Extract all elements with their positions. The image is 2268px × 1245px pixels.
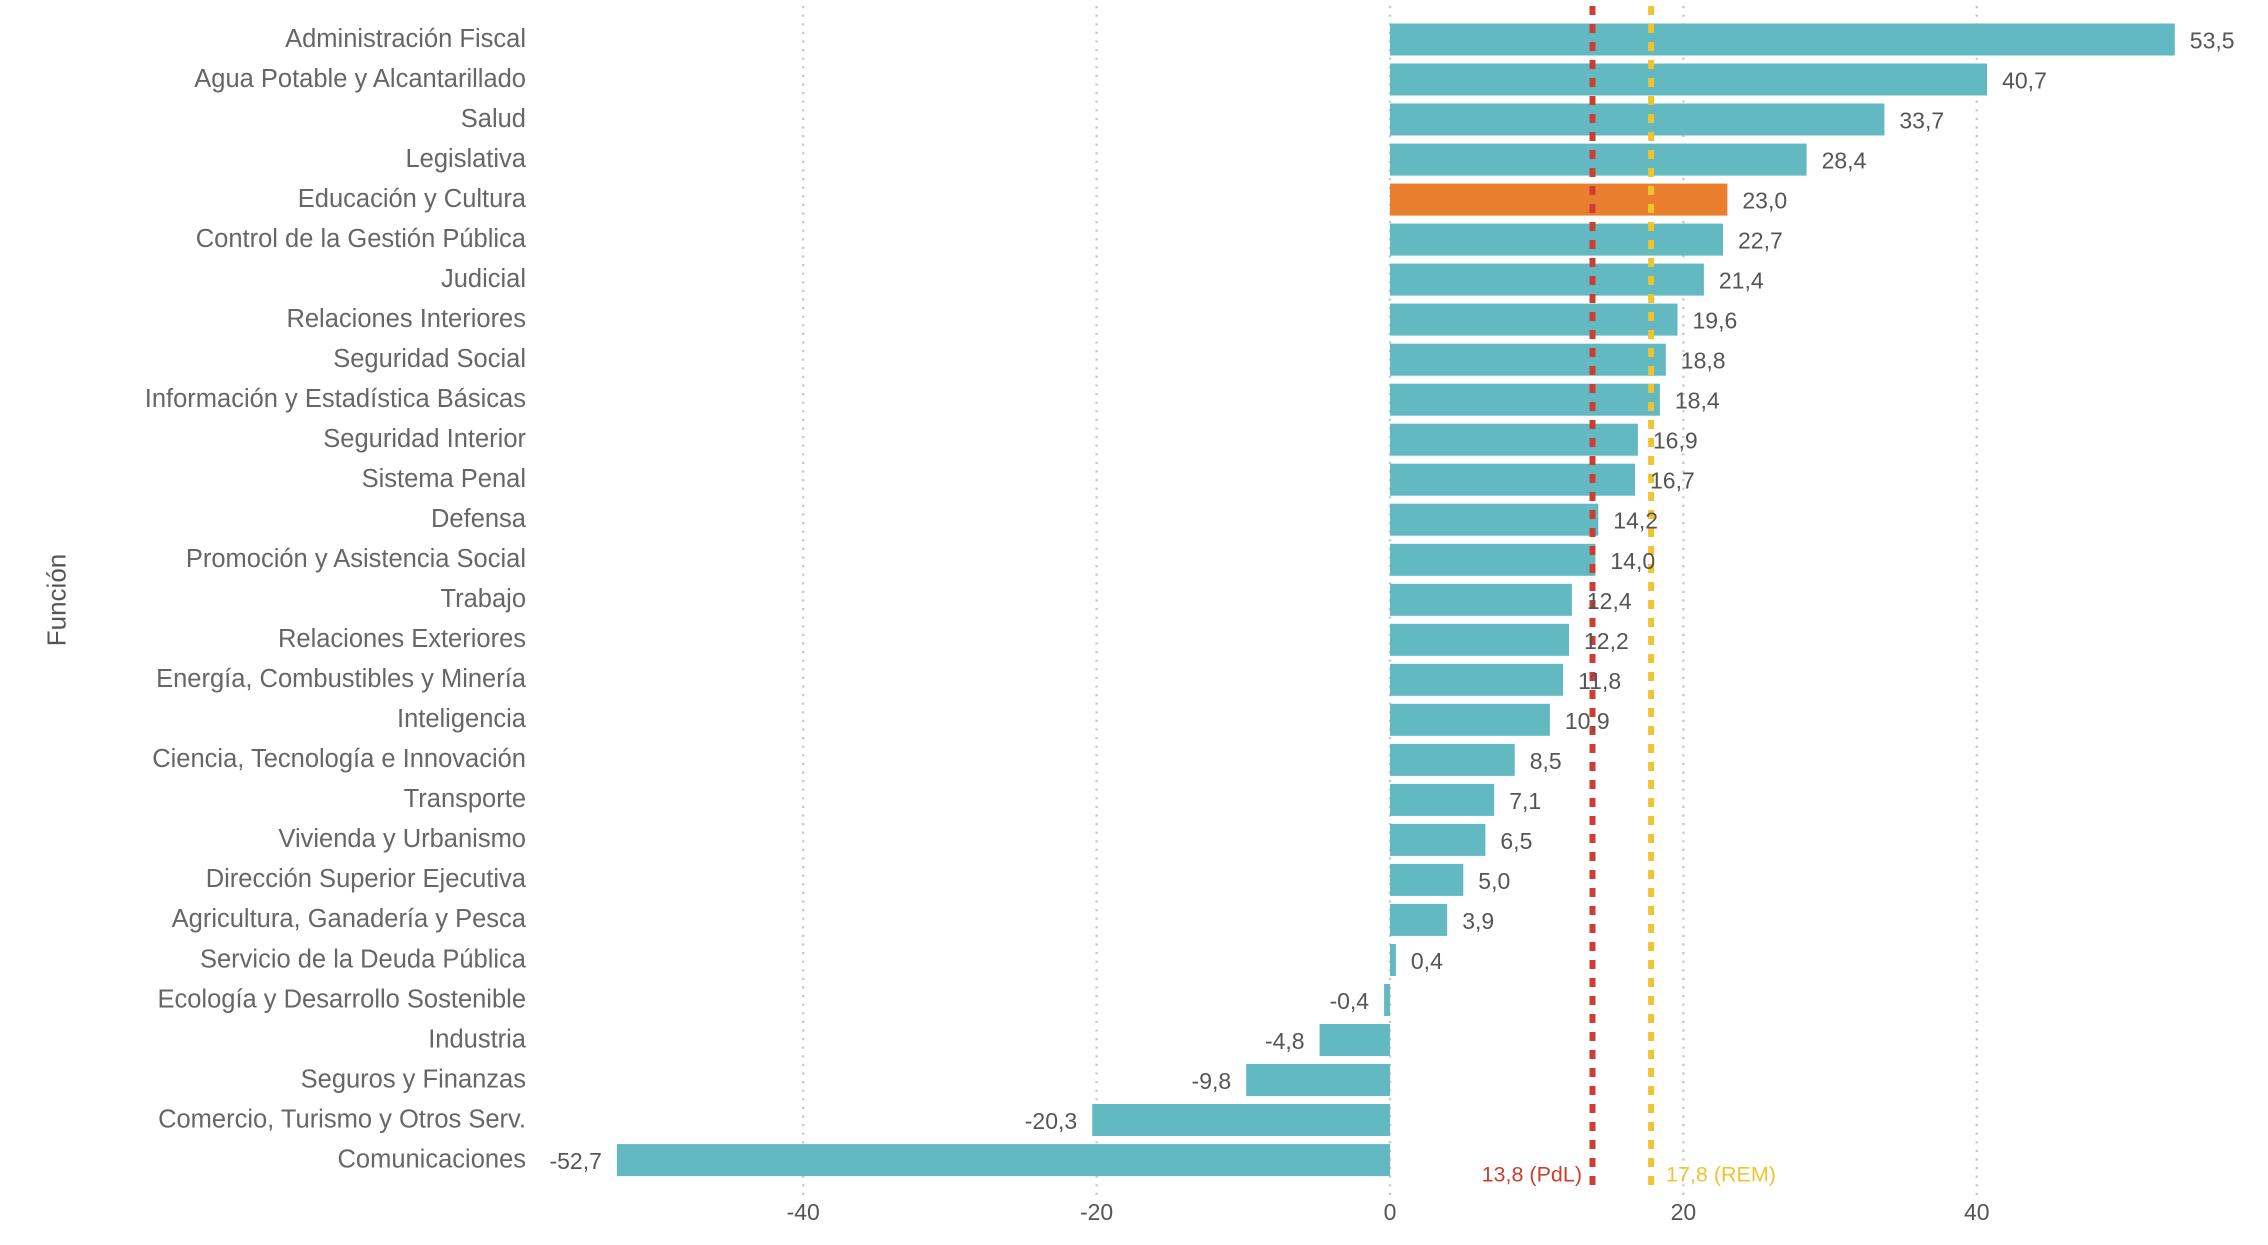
svg-text:Ciencia, Tecnología e Innovaci: Ciencia, Tecnología e Innovación: [152, 745, 526, 773]
svg-text:Función: Función: [42, 554, 72, 647]
svg-text:14,0: 14,0: [1610, 548, 1655, 574]
svg-text:Seguros y Finanzas: Seguros y Finanzas: [301, 1065, 526, 1093]
svg-text:Ecología y Desarrollo Sostenib: Ecología y Desarrollo Sostenible: [157, 985, 526, 1013]
svg-text:40,7: 40,7: [2002, 68, 2047, 94]
svg-text:14,2: 14,2: [1613, 508, 1658, 534]
svg-text:28,4: 28,4: [1822, 148, 1867, 174]
svg-text:23,0: 23,0: [1742, 188, 1787, 214]
svg-text:Educación y Cultura: Educación y Cultura: [298, 185, 527, 213]
svg-text:Administración Fiscal: Administración Fiscal: [285, 25, 526, 53]
svg-text:Sistema Penal: Sistema Penal: [362, 465, 526, 493]
svg-text:3,9: 3,9: [1462, 908, 1494, 934]
svg-text:18,4: 18,4: [1675, 388, 1720, 414]
svg-text:Relaciones Interiores: Relaciones Interiores: [286, 305, 526, 333]
svg-text:0,4: 0,4: [1411, 948, 1443, 974]
svg-text:Agua Potable y Alcantarillado: Agua Potable y Alcantarillado: [194, 65, 526, 93]
svg-text:-4,8: -4,8: [1265, 1028, 1305, 1054]
svg-text:Vivienda y Urbanismo: Vivienda y Urbanismo: [278, 825, 526, 853]
svg-text:Seguridad Interior: Seguridad Interior: [323, 425, 526, 453]
svg-text:Inteligencia: Inteligencia: [397, 705, 527, 733]
svg-text:-9,8: -9,8: [1192, 1068, 1232, 1094]
svg-text:-0,4: -0,4: [1329, 988, 1369, 1014]
svg-text:19,6: 19,6: [1693, 308, 1738, 334]
svg-text:20: 20: [1671, 1199, 1697, 1225]
svg-text:Promoción y Asistencia Social: Promoción y Asistencia Social: [186, 545, 526, 573]
svg-text:22,7: 22,7: [1738, 228, 1783, 254]
svg-text:Servicio de la Deuda Pública: Servicio de la Deuda Pública: [200, 945, 527, 973]
svg-text:Comunicaciones: Comunicaciones: [337, 1145, 526, 1173]
svg-text:40: 40: [1964, 1199, 1990, 1225]
svg-text:Energía, Combustibles y Minerí: Energía, Combustibles y Minería: [156, 665, 527, 693]
svg-text:5,0: 5,0: [1478, 868, 1510, 894]
svg-text:18,8: 18,8: [1681, 348, 1726, 374]
svg-text:Control de la Gestión Pública: Control de la Gestión Pública: [196, 225, 527, 253]
svg-text:Salud: Salud: [461, 105, 526, 133]
svg-text:8,5: 8,5: [1530, 748, 1562, 774]
svg-text:33,7: 33,7: [1899, 108, 1944, 134]
svg-text:Dirección Superior Ejecutiva: Dirección Superior Ejecutiva: [206, 865, 527, 893]
svg-text:Transporte: Transporte: [404, 785, 526, 813]
svg-text:11,8: 11,8: [1578, 668, 1621, 694]
svg-text:21,4: 21,4: [1719, 268, 1764, 294]
svg-text:16,9: 16,9: [1653, 428, 1698, 454]
svg-text:12,4: 12,4: [1587, 588, 1632, 614]
svg-text:-20,3: -20,3: [1025, 1108, 1077, 1134]
svg-text:53,5: 53,5: [2190, 28, 2235, 54]
svg-text:17,8 (REM): 17,8 (REM): [1666, 1163, 1776, 1187]
svg-text:-40: -40: [787, 1199, 820, 1225]
svg-text:Legislativa: Legislativa: [406, 145, 527, 173]
svg-text:-20: -20: [1080, 1199, 1113, 1225]
svg-text:Agricultura, Ganadería y Pesca: Agricultura, Ganadería y Pesca: [172, 905, 527, 933]
svg-text:Judicial: Judicial: [441, 265, 526, 293]
svg-text:0: 0: [1384, 1199, 1397, 1225]
svg-text:10,9: 10,9: [1565, 708, 1610, 734]
svg-text:Información y Estadística Bási: Información y Estadística Básicas: [145, 385, 526, 413]
svg-text:Industria: Industria: [428, 1025, 527, 1053]
svg-text:16,7: 16,7: [1650, 468, 1695, 494]
svg-text:Relaciones Exteriores: Relaciones Exteriores: [278, 625, 526, 653]
svg-text:Defensa: Defensa: [431, 505, 527, 533]
svg-text:13,8 (PdL): 13,8 (PdL): [1482, 1163, 1582, 1187]
svg-text:Seguridad Social: Seguridad Social: [333, 345, 526, 373]
svg-text:Trabajo: Trabajo: [440, 585, 526, 613]
svg-text:12,2: 12,2: [1584, 628, 1629, 654]
svg-text:-52,7: -52,7: [549, 1148, 601, 1174]
svg-text:6,5: 6,5: [1500, 828, 1532, 854]
svg-text:Comercio, Turismo y Otros Serv: Comercio, Turismo y Otros Serv.: [158, 1105, 526, 1133]
svg-text:7,1: 7,1: [1509, 788, 1541, 814]
